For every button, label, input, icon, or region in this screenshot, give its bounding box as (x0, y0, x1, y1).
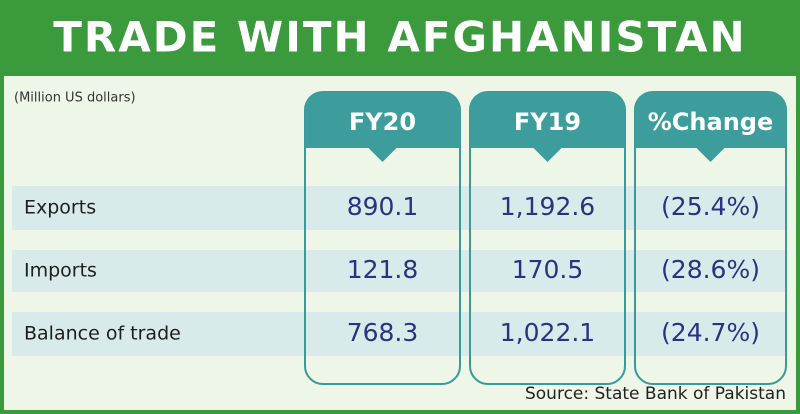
column-header-tab (305, 92, 460, 162)
row-band (12, 186, 788, 230)
cell-value: (25.4%) (661, 192, 760, 221)
cell-value: 1,192.6 (500, 192, 595, 221)
row-bands (12, 186, 788, 356)
cells: Exports 890.1 1,192.6 (25.4%) Imports 121.8 17… (24, 192, 760, 347)
row-band (12, 312, 788, 356)
source: Source: State Bank of Pakistan (525, 384, 786, 404)
row-label: Exports (24, 197, 96, 219)
column-header: FY19 (514, 108, 581, 136)
column-header: FY20 (349, 108, 416, 136)
cell-value: 768.3 (347, 318, 419, 347)
unit-note: (Million US dollars) (14, 91, 136, 106)
title: TRADE WITH AFGHANISTAN (53, 13, 746, 62)
cell-value: (24.7%) (661, 318, 760, 347)
column-header-tab (470, 92, 625, 162)
cell-value: 890.1 (347, 192, 419, 221)
column-header-tab (635, 92, 786, 162)
cell-value: 121.8 (347, 255, 419, 284)
row-label: Balance of trade (24, 323, 181, 345)
column-header: %Change (648, 108, 773, 136)
row-band (12, 250, 788, 292)
columns: FY20 FY19 %Change (304, 91, 787, 385)
cell-value: 170.5 (512, 255, 584, 284)
cell-value: 1,022.1 (500, 318, 595, 347)
row-label: Imports (24, 260, 97, 282)
cell-value: (28.6%) (661, 255, 760, 284)
